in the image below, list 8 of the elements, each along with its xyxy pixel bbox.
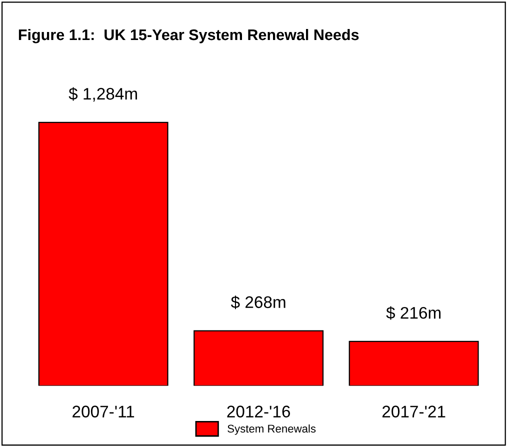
x-tick-label: 2012-'16 [227,406,290,418]
chart-title: Figure 1.1: UK 15-Year System Renewal Needs [18,28,359,44]
data-label: $ 216m [386,306,441,320]
data-label: $ 268m [230,296,286,310]
x-tick-label: 2007-'11 [72,406,134,418]
x-tick-label: 2017-'21 [382,406,446,418]
legend-label: System Renewals [228,424,316,435]
data-label: $ 1,284m [68,87,137,102]
